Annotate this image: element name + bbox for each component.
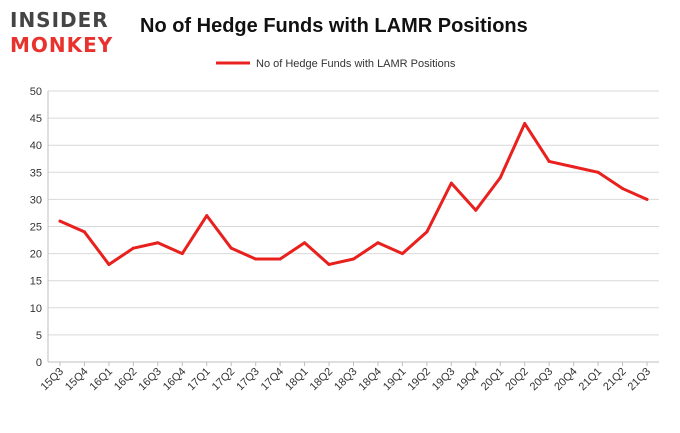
data-point	[58, 219, 62, 223]
data-point	[400, 252, 404, 256]
data-point	[82, 230, 86, 234]
data-point	[205, 214, 209, 218]
x-axis-ticks: 15Q315Q416Q116Q216Q316Q417Q117Q217Q317Q4…	[39, 362, 654, 394]
x-tick-label: 21Q3	[626, 366, 654, 394]
x-tick-label: 20Q3	[528, 366, 556, 394]
y-tick-label: 50	[30, 86, 42, 98]
x-tick-label: 16Q2	[112, 366, 140, 394]
data-point	[449, 181, 453, 185]
data-point	[498, 176, 502, 180]
legend-label: No of Hedge Funds with LAMR Positions	[256, 58, 456, 70]
x-tick-label: 19Q1	[381, 366, 409, 394]
y-tick-label: 40	[30, 140, 42, 152]
y-tick-label: 5	[36, 330, 42, 342]
y-tick-label: 10	[30, 303, 42, 315]
y-tick-label: 45	[30, 113, 42, 125]
data-point	[278, 257, 282, 261]
x-tick-label: 17Q2	[210, 366, 238, 394]
x-tick-label: 16Q3	[136, 366, 164, 394]
y-tick-label: 25	[30, 222, 42, 234]
logo-line2: MONKEY	[10, 33, 113, 57]
x-tick-label: 16Q4	[161, 366, 189, 394]
data-point	[327, 262, 331, 266]
data-point	[254, 257, 258, 261]
x-tick-label: 15Q4	[63, 366, 91, 394]
x-tick-label: 18Q3	[332, 366, 360, 394]
y-tick-label: 0	[36, 357, 42, 369]
data-point	[474, 208, 478, 212]
data-point	[621, 187, 625, 191]
data-point	[352, 257, 355, 261]
x-tick-label: 21Q2	[601, 366, 629, 394]
grid-lines	[48, 90, 659, 363]
x-tick-label: 17Q3	[234, 366, 262, 394]
x-tick-label: 20Q4	[552, 366, 580, 394]
series-layer	[58, 122, 649, 266]
insider-monkey-logo: INSIDER MONKEY	[10, 8, 113, 57]
data-point	[547, 159, 551, 163]
legend: No of Hedge Funds with LAMR Positions	[216, 58, 456, 70]
data-point	[572, 165, 576, 169]
y-tick-label: 15	[30, 276, 42, 288]
y-tick-label: 20	[30, 249, 42, 261]
data-point	[131, 246, 135, 250]
data-point	[229, 246, 233, 250]
x-tick-label: 20Q1	[479, 366, 507, 394]
x-tick-label: 19Q4	[454, 366, 482, 394]
data-point	[156, 241, 160, 245]
logo-line1: INSIDER	[10, 8, 109, 32]
data-point	[596, 170, 600, 174]
y-tick-label: 35	[30, 167, 42, 179]
x-tick-label: 18Q2	[308, 366, 336, 394]
x-tick-label: 15Q3	[39, 366, 67, 394]
y-axis-ticks: 0 5 10 15 20 25 30 35 40 45 50	[30, 86, 42, 369]
data-point	[180, 252, 184, 256]
data-point	[645, 197, 649, 201]
x-tick-label: 17Q1	[185, 366, 213, 394]
x-tick-label: 20Q2	[503, 366, 531, 394]
chart-title: No of Hedge Funds with LAMR Positions	[140, 15, 528, 37]
data-point	[425, 230, 429, 234]
x-tick-label: 19Q2	[405, 366, 433, 394]
x-tick-label: 18Q1	[283, 366, 311, 394]
x-tick-label: 18Q4	[357, 366, 385, 394]
x-tick-label: 19Q3	[430, 366, 458, 394]
series-line-0	[58, 122, 649, 266]
data-point	[107, 262, 111, 266]
x-tick-label: 21Q1	[577, 366, 605, 394]
x-tick-label: 17Q4	[259, 366, 287, 394]
data-point	[303, 241, 307, 245]
data-point	[376, 241, 380, 245]
data-point	[523, 122, 527, 126]
x-tick-label: 16Q1	[88, 366, 116, 394]
y-tick-label: 30	[30, 194, 42, 206]
